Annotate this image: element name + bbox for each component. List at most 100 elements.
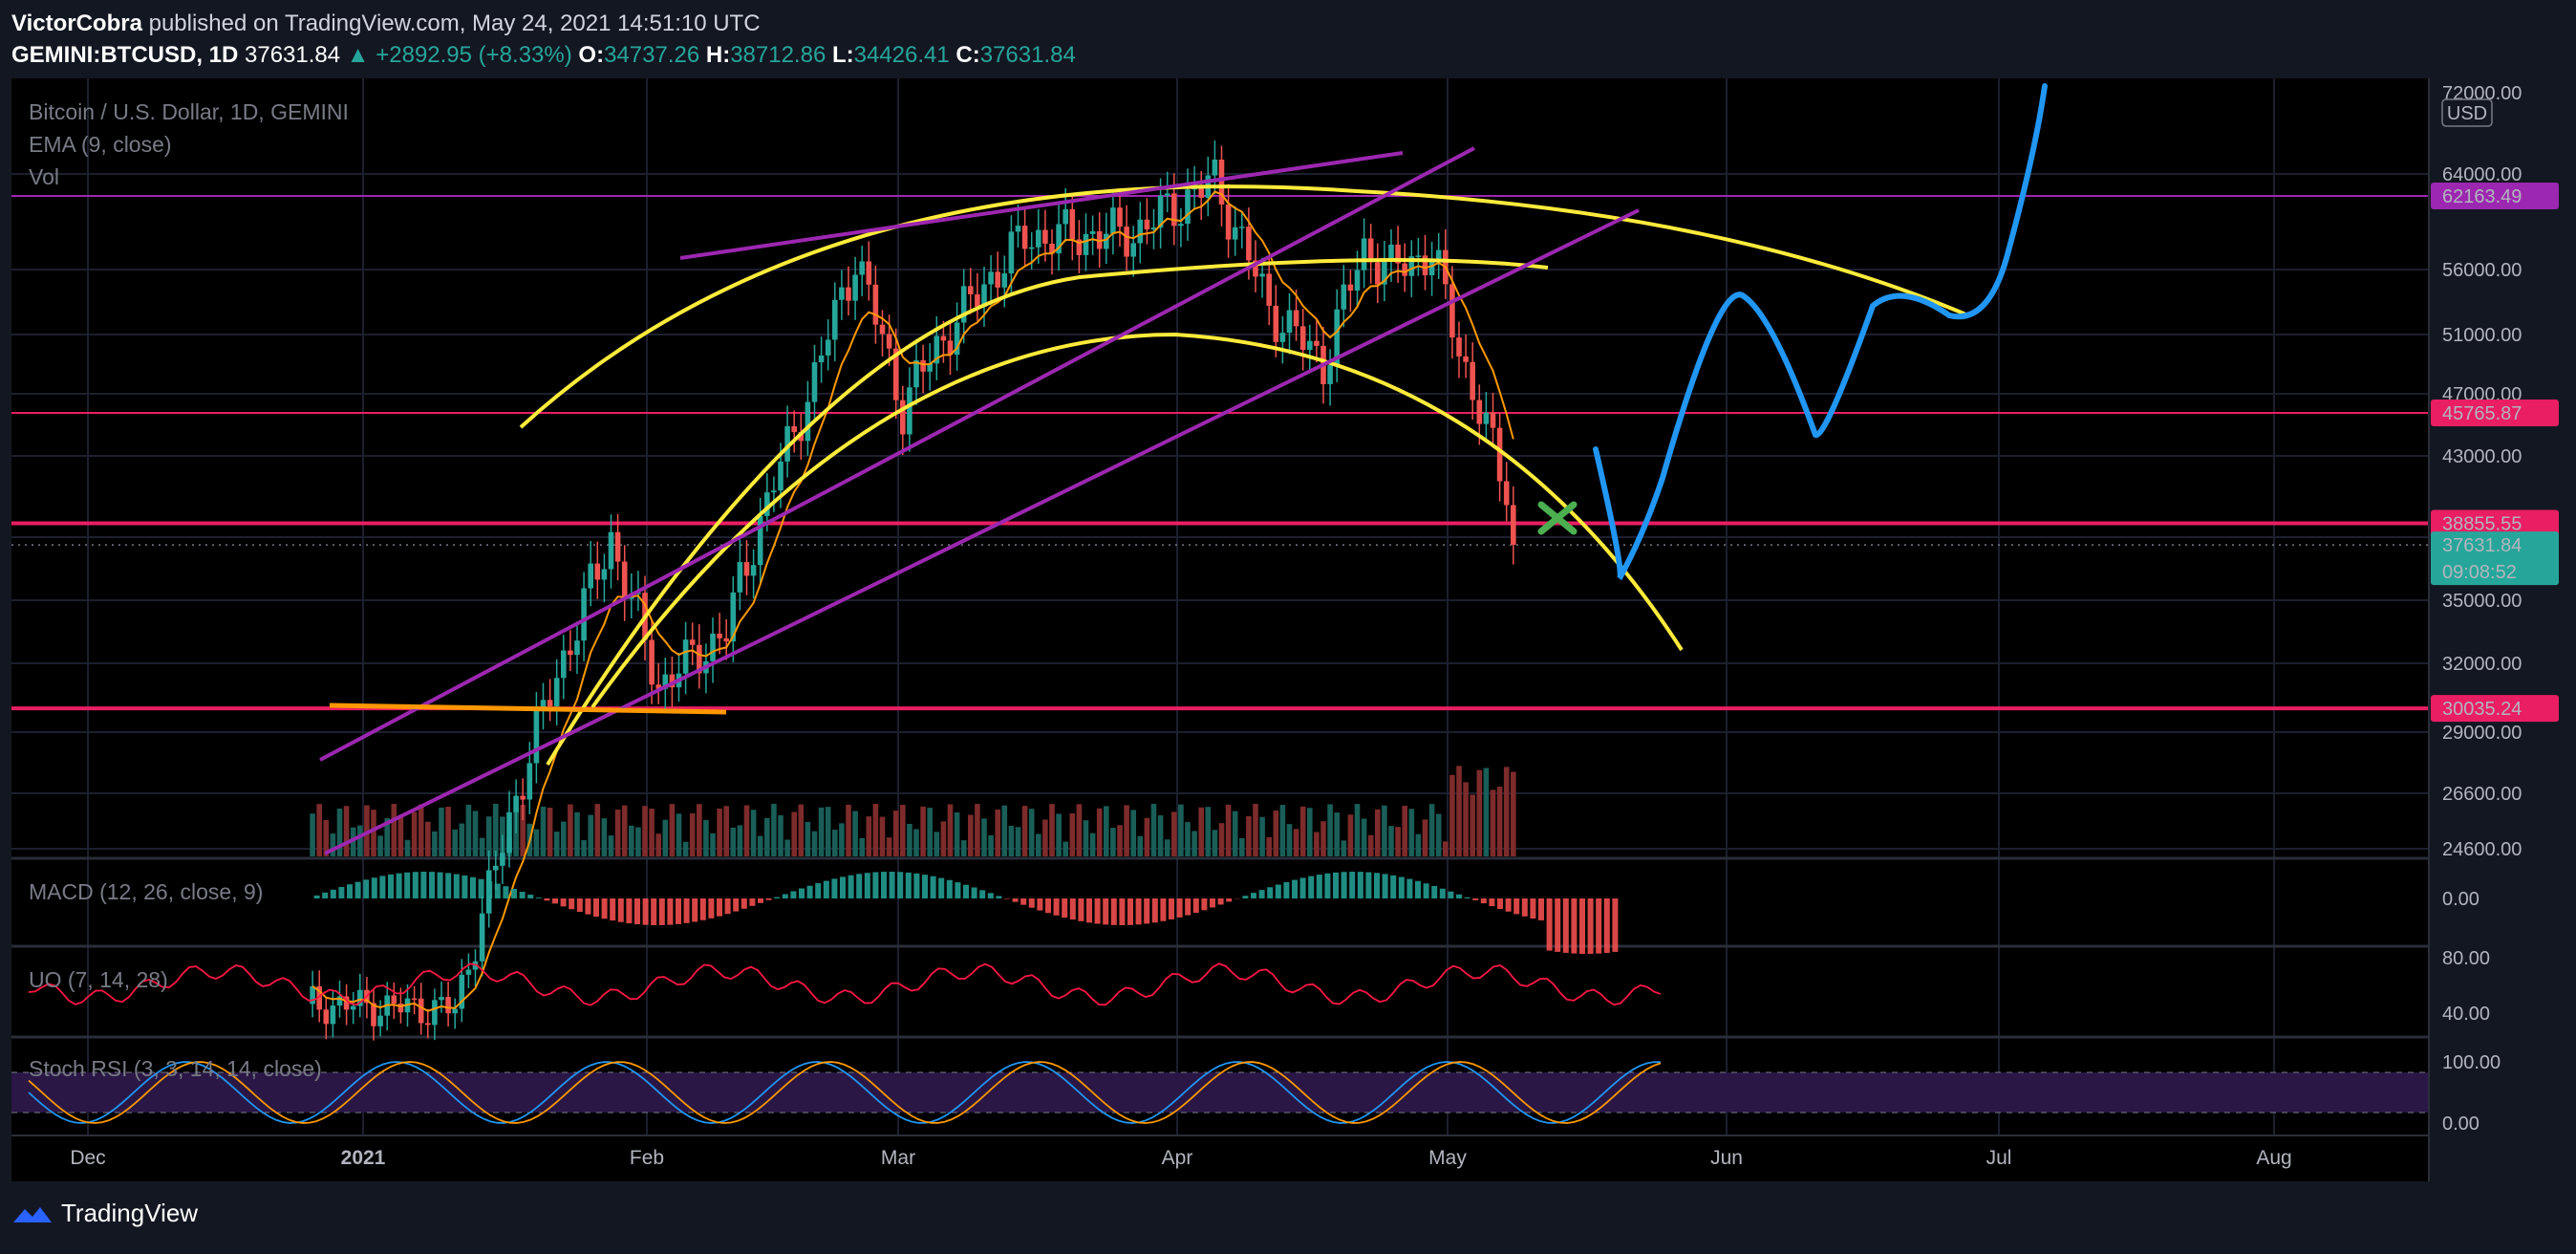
candle-body: [1422, 255, 1428, 275]
x-tick-label: Jun: [1710, 1147, 1743, 1169]
candle-body: [1483, 412, 1490, 424]
tradingview-logo[interactable]: TradingView: [11, 1199, 198, 1228]
candle-body: [1001, 273, 1008, 288]
price-tag-label: 37631.84: [2442, 535, 2522, 556]
candle-body: [1293, 310, 1299, 327]
macd-label[interactable]: MACD (12, 26, close, 9): [29, 879, 264, 904]
volume-bar: [384, 818, 390, 856]
candle-body: [1314, 340, 1320, 346]
macd-histogram-bar: [741, 898, 747, 909]
candle-body: [1185, 189, 1191, 225]
macd-histogram-bar: [1448, 891, 1454, 898]
macd-histogram-bar: [1103, 898, 1109, 925]
volume-bar: [689, 813, 696, 856]
macd-histogram-bar: [930, 876, 936, 898]
candle-body: [411, 998, 418, 1001]
author-name[interactable]: VictorCobra: [11, 11, 142, 36]
volume-bar: [601, 818, 608, 856]
volume-bar: [397, 814, 404, 856]
macd-histogram-bar: [1169, 898, 1174, 919]
macd-histogram-bar: [1242, 896, 1249, 898]
candle-body: [425, 1023, 431, 1026]
macd-histogram-bar: [963, 884, 969, 898]
candle-body: [892, 348, 899, 400]
macd-histogram-bar: [955, 882, 961, 898]
volume-bar: [1428, 804, 1435, 856]
macd-histogram-bar: [601, 898, 608, 919]
volume-bar: [1382, 805, 1387, 856]
currency-label: USD: [2447, 103, 2487, 124]
candle-body: [710, 633, 716, 661]
candle-body: [1137, 219, 1144, 244]
candle-body: [465, 969, 472, 975]
candle-body: [1367, 238, 1374, 263]
candle-body: [1212, 159, 1218, 176]
x-tick-label: May: [1428, 1147, 1467, 1169]
volume-bar: [1218, 823, 1225, 856]
candle-body: [452, 1008, 458, 1014]
legend-ema[interactable]: EMA (9, close): [29, 132, 172, 157]
macd-histogram-bar: [593, 898, 599, 918]
volume-bar: [533, 829, 540, 856]
candle-body: [927, 363, 933, 372]
candle-body: [479, 913, 485, 962]
close-value: 37631.84: [979, 42, 1076, 68]
candle-body: [547, 700, 553, 706]
trend-drawings[interactable]: [319, 83, 2048, 855]
volume-bar: [1015, 827, 1021, 856]
candle-body: [764, 492, 770, 516]
candle-body: [540, 700, 547, 710]
volume-bar: [1117, 825, 1123, 856]
candle-body: [750, 565, 757, 576]
legend-title[interactable]: Bitcoin / U.S. Dollar, 1D, GEMINI: [29, 99, 349, 124]
macd-histogram-bar: [765, 898, 772, 900]
macd-histogram-bar: [1480, 898, 1487, 904]
macd-histogram-bar: [840, 876, 846, 898]
volume-bar: [371, 810, 376, 856]
stoch-k-line: [28, 1061, 1662, 1124]
volume-bar: [350, 827, 356, 856]
candle-body: [635, 593, 641, 595]
macd-tick-label: 0.00: [2442, 889, 2479, 910]
candle-body: [1476, 400, 1483, 424]
volume-bar: [1259, 816, 1265, 856]
volume-bar: [1273, 811, 1279, 856]
candle-body: [859, 261, 865, 275]
volume-bar: [697, 804, 702, 856]
candle-body: [886, 334, 892, 349]
macd-histogram-bar: [1555, 898, 1561, 952]
candle-body: [445, 997, 451, 1014]
candle-body: [1178, 224, 1184, 227]
stoch-rsi-label[interactable]: Stoch RSI (3, 3, 14, 14, close): [29, 1056, 322, 1081]
macd-histogram-bar: [1365, 872, 1372, 898]
candle-body: [1083, 233, 1089, 255]
volume-bar: [723, 806, 729, 856]
volume-bar: [988, 834, 994, 856]
uo-label[interactable]: UO (7, 14, 28): [29, 967, 168, 992]
volume-bar: [588, 814, 593, 856]
macd-histogram-bar: [470, 876, 476, 898]
macd-histogram-bar: [354, 881, 361, 898]
macd-histogram-bar: [313, 895, 320, 898]
candle-body: [995, 271, 1000, 288]
open-label: O:: [578, 42, 605, 68]
macd-histogram-bar: [1135, 898, 1142, 925]
macd-histogram-bar: [856, 874, 863, 898]
macd-histogram-bar: [733, 898, 740, 912]
macd-histogram-bar: [363, 879, 370, 898]
ohlc-line: GEMINI:BTCUSD, 1D 37631.84 ▲ +2892.95 (+…: [11, 39, 1076, 71]
macd-histogram-bar: [1415, 880, 1421, 898]
volume-bar: [316, 804, 322, 856]
macd-histogram-bar: [1201, 898, 1208, 911]
legend-vol[interactable]: Vol: [29, 164, 59, 189]
volume-bar: [391, 804, 397, 856]
y-tick-label: 29000.00: [2442, 723, 2522, 744]
macd-histogram-bar: [1292, 879, 1298, 898]
volume-bar: [479, 837, 485, 856]
time-axis[interactable]: Dec 2021 Feb Mar Apr May Jun Jul Aug: [70, 1147, 2291, 1169]
volume-bar: [975, 804, 980, 856]
price-axis[interactable]: 72000.0064000.0056000.0051000.0047000.00…: [11, 78, 2522, 1181]
macd-histogram-bar: [437, 872, 443, 898]
volume-bar: [818, 807, 825, 856]
